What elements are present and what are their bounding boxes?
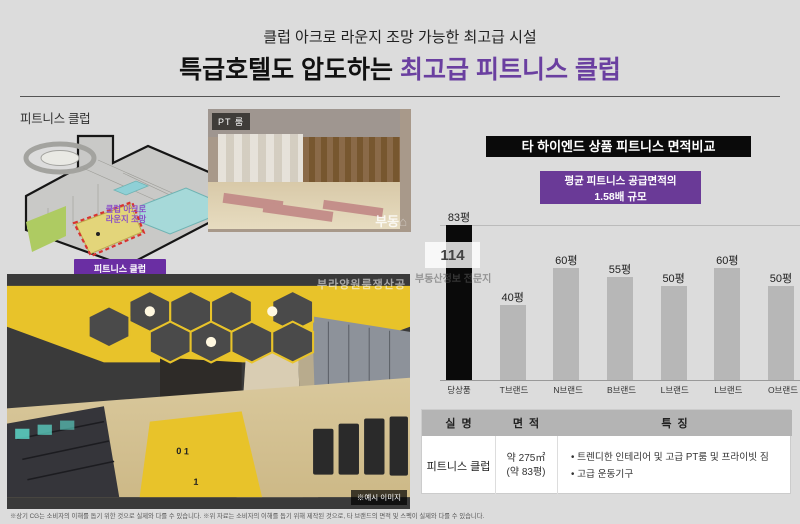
svg-text:라운지 조망: 라운지 조망: [106, 214, 147, 224]
svg-text:1: 1: [193, 477, 199, 487]
svg-text:클럽 아크로: 클럽 아크로: [106, 204, 147, 214]
svg-text:0 1: 0 1: [176, 446, 189, 457]
